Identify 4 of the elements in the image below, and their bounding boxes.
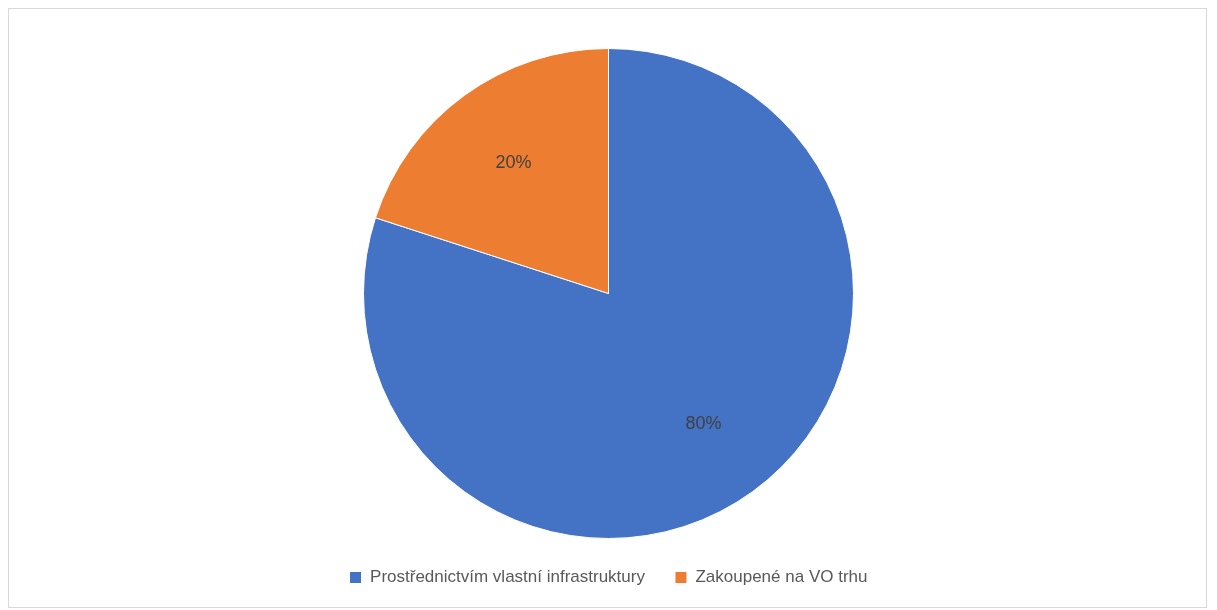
legend-label: Zakoupené na VO trhu — [695, 567, 868, 587]
data-label: 20% — [495, 151, 532, 172]
legend-label: Prostřednictvím vlastní infrastruktury — [370, 567, 646, 587]
data-label: 80% — [685, 413, 722, 434]
